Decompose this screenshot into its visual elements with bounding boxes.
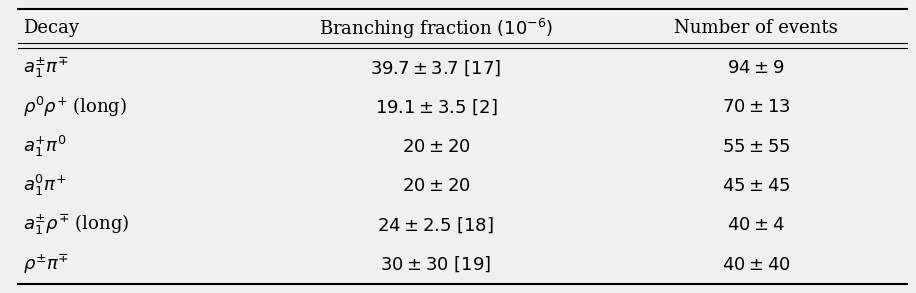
Text: $24 \pm 2.5\ [18]$: $24 \pm 2.5\ [18]$: [377, 215, 495, 235]
Text: $40 \pm 40$: $40 \pm 40$: [722, 255, 791, 274]
Text: $55 \pm 55$: $55 \pm 55$: [722, 137, 790, 156]
Text: $a_1^{\pm}\rho^{\mp}$ (long): $a_1^{\pm}\rho^{\mp}$ (long): [23, 213, 129, 237]
Text: $\rho^{\pm}\pi^{\mp}$: $\rho^{\pm}\pi^{\mp}$: [23, 253, 69, 276]
Text: $45 \pm 45$: $45 \pm 45$: [722, 177, 790, 195]
Text: Decay: Decay: [23, 19, 79, 38]
Text: Branching fraction $(10^{-6})$: Branching fraction $(10^{-6})$: [319, 16, 553, 40]
Text: $\rho^0\rho^{+}$ (long): $\rho^0\rho^{+}$ (long): [23, 95, 127, 119]
Text: $94 \pm 9$: $94 \pm 9$: [727, 59, 784, 77]
Text: $39.7 \pm 3.7\ [17]$: $39.7 \pm 3.7\ [17]$: [370, 58, 502, 78]
Text: $40 \pm 4$: $40 \pm 4$: [727, 216, 784, 234]
Text: $20 \pm 20$: $20 \pm 20$: [401, 137, 470, 156]
Text: $30 \pm 30\ [19]$: $30 \pm 30\ [19]$: [380, 255, 492, 274]
Text: $20 \pm 20$: $20 \pm 20$: [401, 177, 470, 195]
Text: $a_1^{+}\pi^0$: $a_1^{+}\pi^0$: [23, 134, 67, 159]
Text: $a_1^0\pi^{+}$: $a_1^0\pi^{+}$: [23, 173, 66, 198]
Text: $70 \pm 13$: $70 \pm 13$: [722, 98, 790, 116]
Text: Number of events: Number of events: [674, 19, 837, 38]
Text: $a_1^{\pm}\pi^{\mp}$: $a_1^{\pm}\pi^{\mp}$: [23, 56, 69, 80]
Text: $19.1 \pm 3.5\ [2]$: $19.1 \pm 3.5\ [2]$: [375, 97, 497, 117]
